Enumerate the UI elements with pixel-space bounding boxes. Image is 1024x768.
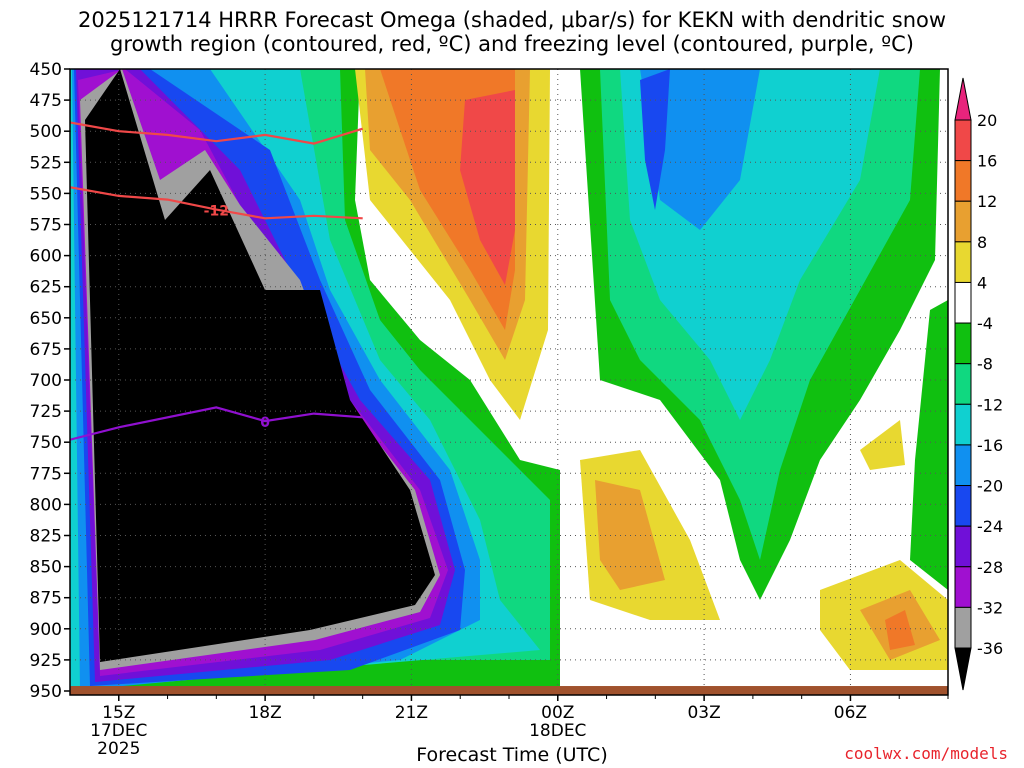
x-tick-label: 15Z	[102, 703, 135, 723]
y-tick-label: 475	[30, 91, 62, 111]
colorbar-legend: 20 16 12 8 4 -4 -8 -12 -16 -20 -24 -28 -32 -36	[954, 77, 1003, 691]
x-axis-title: Forecast Time (UTC)	[416, 744, 608, 766]
contour-line	[70, 406, 363, 441]
colorbar-segment	[954, 566, 972, 608]
colorbar-label: -16	[977, 436, 1003, 455]
colorbar-top-arrow	[954, 77, 972, 121]
colorbar-label: -8	[977, 355, 993, 374]
grid-lines	[70, 69, 948, 691]
colorbar-label: -28	[977, 558, 1003, 577]
y-tick-label: 900	[30, 620, 62, 640]
colorbar-label: -36	[977, 639, 1003, 658]
colorbar-segment	[954, 485, 972, 527]
colorbar-segment	[954, 322, 972, 365]
colorbar-segment	[954, 363, 972, 405]
y-tick-label: 675	[30, 340, 62, 360]
omega-shading	[70, 69, 948, 695]
colorbar-segment	[954, 444, 972, 487]
y-tick-label: 650	[30, 309, 62, 329]
y-tick-label: 625	[30, 278, 62, 298]
y-tick-label: 750	[30, 433, 62, 453]
chart-title-line2: growth region (contoured, red, ºC) and f…	[110, 32, 914, 56]
y-tick-label: 850	[30, 558, 62, 578]
y-tick-label: 600	[30, 247, 62, 267]
y-tick-label: 950	[30, 682, 62, 702]
colorbar-label: 20	[977, 111, 997, 130]
colorbar-label: 4	[977, 273, 987, 292]
x-tick-sublabel: 17DEC	[90, 721, 147, 741]
y-tick-label: 450	[30, 60, 62, 80]
x-tick-label: 03Z	[687, 703, 720, 723]
credit-text: coolwx.com/models	[844, 744, 1008, 763]
colorbar-bottom-arrow	[954, 647, 972, 691]
colorbar-label: -20	[977, 477, 1003, 496]
colorbar-segment	[954, 281, 972, 324]
y-tick-label: 575	[30, 216, 62, 236]
y-axis: 450 475 500 525 550 575 600 625 650 675 700 725 750 7…	[30, 60, 70, 702]
y-tick-label: 500	[30, 122, 62, 142]
colorbar-segment	[954, 606, 972, 649]
y-tick-label: 550	[30, 184, 62, 204]
x-tick-label: 06Z	[834, 703, 867, 723]
x-tick-sublabel: 2025	[97, 739, 140, 759]
contour-label: -12	[204, 204, 229, 220]
y-tick-label: 875	[30, 589, 62, 609]
contour-line	[70, 121, 364, 145]
colorbar-segment	[954, 119, 972, 162]
contour-lines: 0 -12	[70, 121, 364, 441]
y-tick-label: 775	[30, 464, 62, 484]
colorbar-label: 16	[977, 152, 997, 171]
x-tick-sublabel: 18DEC	[529, 721, 586, 741]
y-tick-label: 925	[30, 651, 62, 671]
x-tick-label: 00Z	[541, 703, 574, 723]
colorbar-segment	[954, 160, 972, 202]
colorbar-label: 12	[977, 192, 997, 211]
colorbar-label: -24	[977, 517, 1003, 536]
colorbar-segment	[954, 403, 972, 446]
colorbar-segment	[954, 241, 972, 283]
contour-label: 0	[260, 415, 270, 431]
x-tick-label: 21Z	[395, 703, 428, 723]
colorbar-label: -32	[977, 598, 1003, 617]
y-tick-label: 800	[30, 495, 62, 515]
y-tick-label: 525	[30, 153, 62, 173]
chart-title-line1: 2025121714 HRRR Forecast Omega (shaded, …	[77, 8, 947, 32]
ground-surface-bar	[70, 686, 948, 695]
y-tick-label: 825	[30, 527, 62, 547]
colorbar-label: 8	[977, 233, 987, 252]
x-tick-label: 18Z	[248, 703, 281, 723]
colorbar-segment	[954, 525, 972, 568]
y-tick-label: 725	[30, 402, 62, 422]
y-tick-label: 700	[30, 371, 62, 391]
colorbar-label: -12	[977, 395, 1003, 414]
contour-line	[70, 186, 363, 220]
colorbar-segment	[954, 200, 972, 243]
colorbar-label: -4	[977, 314, 993, 333]
